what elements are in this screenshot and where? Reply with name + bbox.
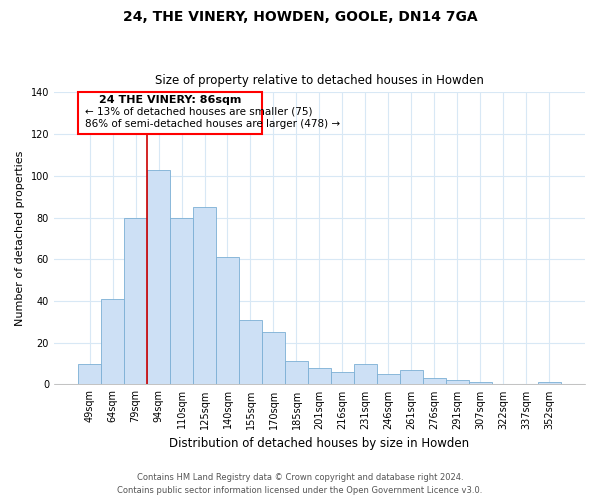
Text: 24 THE VINERY: 86sqm: 24 THE VINERY: 86sqm: [99, 96, 241, 106]
Text: Contains HM Land Registry data © Crown copyright and database right 2024.
Contai: Contains HM Land Registry data © Crown c…: [118, 474, 482, 495]
Bar: [423, 378, 446, 384]
Bar: [193, 207, 216, 384]
Bar: [400, 370, 423, 384]
Bar: [262, 332, 285, 384]
Bar: [285, 362, 308, 384]
Bar: [78, 92, 262, 134]
Bar: [170, 218, 193, 384]
Bar: [538, 382, 561, 384]
Bar: [354, 364, 377, 384]
Text: 24, THE VINERY, HOWDEN, GOOLE, DN14 7GA: 24, THE VINERY, HOWDEN, GOOLE, DN14 7GA: [122, 10, 478, 24]
Bar: [446, 380, 469, 384]
Text: ← 13% of detached houses are smaller (75): ← 13% of detached houses are smaller (75…: [85, 107, 313, 117]
Bar: [331, 372, 354, 384]
Y-axis label: Number of detached properties: Number of detached properties: [15, 150, 25, 326]
Bar: [308, 368, 331, 384]
Bar: [124, 218, 147, 384]
Title: Size of property relative to detached houses in Howden: Size of property relative to detached ho…: [155, 74, 484, 87]
Text: 86% of semi-detached houses are larger (478) →: 86% of semi-detached houses are larger (…: [85, 120, 340, 130]
Bar: [78, 364, 101, 384]
Bar: [101, 299, 124, 384]
X-axis label: Distribution of detached houses by size in Howden: Distribution of detached houses by size …: [169, 437, 470, 450]
Bar: [469, 382, 492, 384]
Bar: [239, 320, 262, 384]
Bar: [147, 170, 170, 384]
Bar: [216, 257, 239, 384]
Bar: [377, 374, 400, 384]
